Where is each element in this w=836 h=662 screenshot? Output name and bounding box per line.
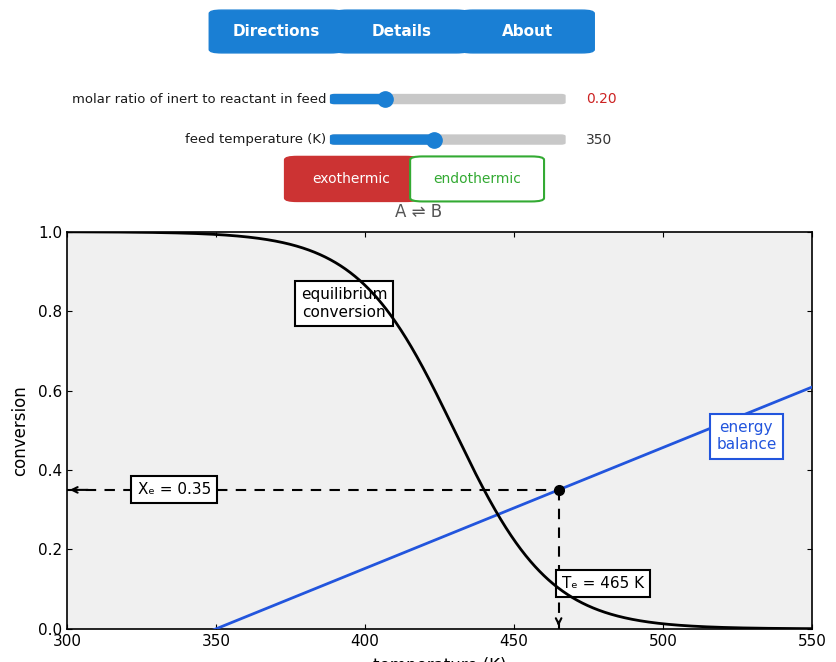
Text: equilibrium
conversion: equilibrium conversion (300, 287, 387, 320)
Text: Directions: Directions (232, 24, 319, 39)
FancyBboxPatch shape (330, 95, 388, 103)
Text: Tₑ = 465 K: Tₑ = 465 K (562, 576, 644, 591)
Text: feed temperature (K): feed temperature (K) (185, 133, 326, 146)
Y-axis label: conversion: conversion (12, 385, 29, 476)
Text: About: About (501, 24, 553, 39)
Text: A ⇌ B: A ⇌ B (395, 203, 441, 220)
Text: Xₑ = 0.35: Xₑ = 0.35 (137, 483, 211, 497)
Text: molar ratio of inert to reactant in feed: molar ratio of inert to reactant in feed (72, 93, 326, 105)
FancyBboxPatch shape (209, 10, 343, 53)
FancyBboxPatch shape (330, 135, 564, 144)
Text: endothermic: endothermic (433, 172, 520, 186)
Text: 0.20: 0.20 (585, 92, 616, 106)
FancyBboxPatch shape (410, 156, 543, 201)
FancyBboxPatch shape (330, 95, 564, 103)
FancyBboxPatch shape (330, 135, 438, 144)
Text: exothermic: exothermic (312, 172, 390, 186)
Text: energy
balance: energy balance (716, 420, 776, 452)
Text: Details: Details (371, 24, 431, 39)
FancyBboxPatch shape (460, 10, 594, 53)
FancyBboxPatch shape (284, 156, 418, 201)
Text: 350: 350 (585, 132, 611, 146)
X-axis label: temperature (K): temperature (K) (372, 657, 506, 662)
FancyBboxPatch shape (334, 10, 468, 53)
